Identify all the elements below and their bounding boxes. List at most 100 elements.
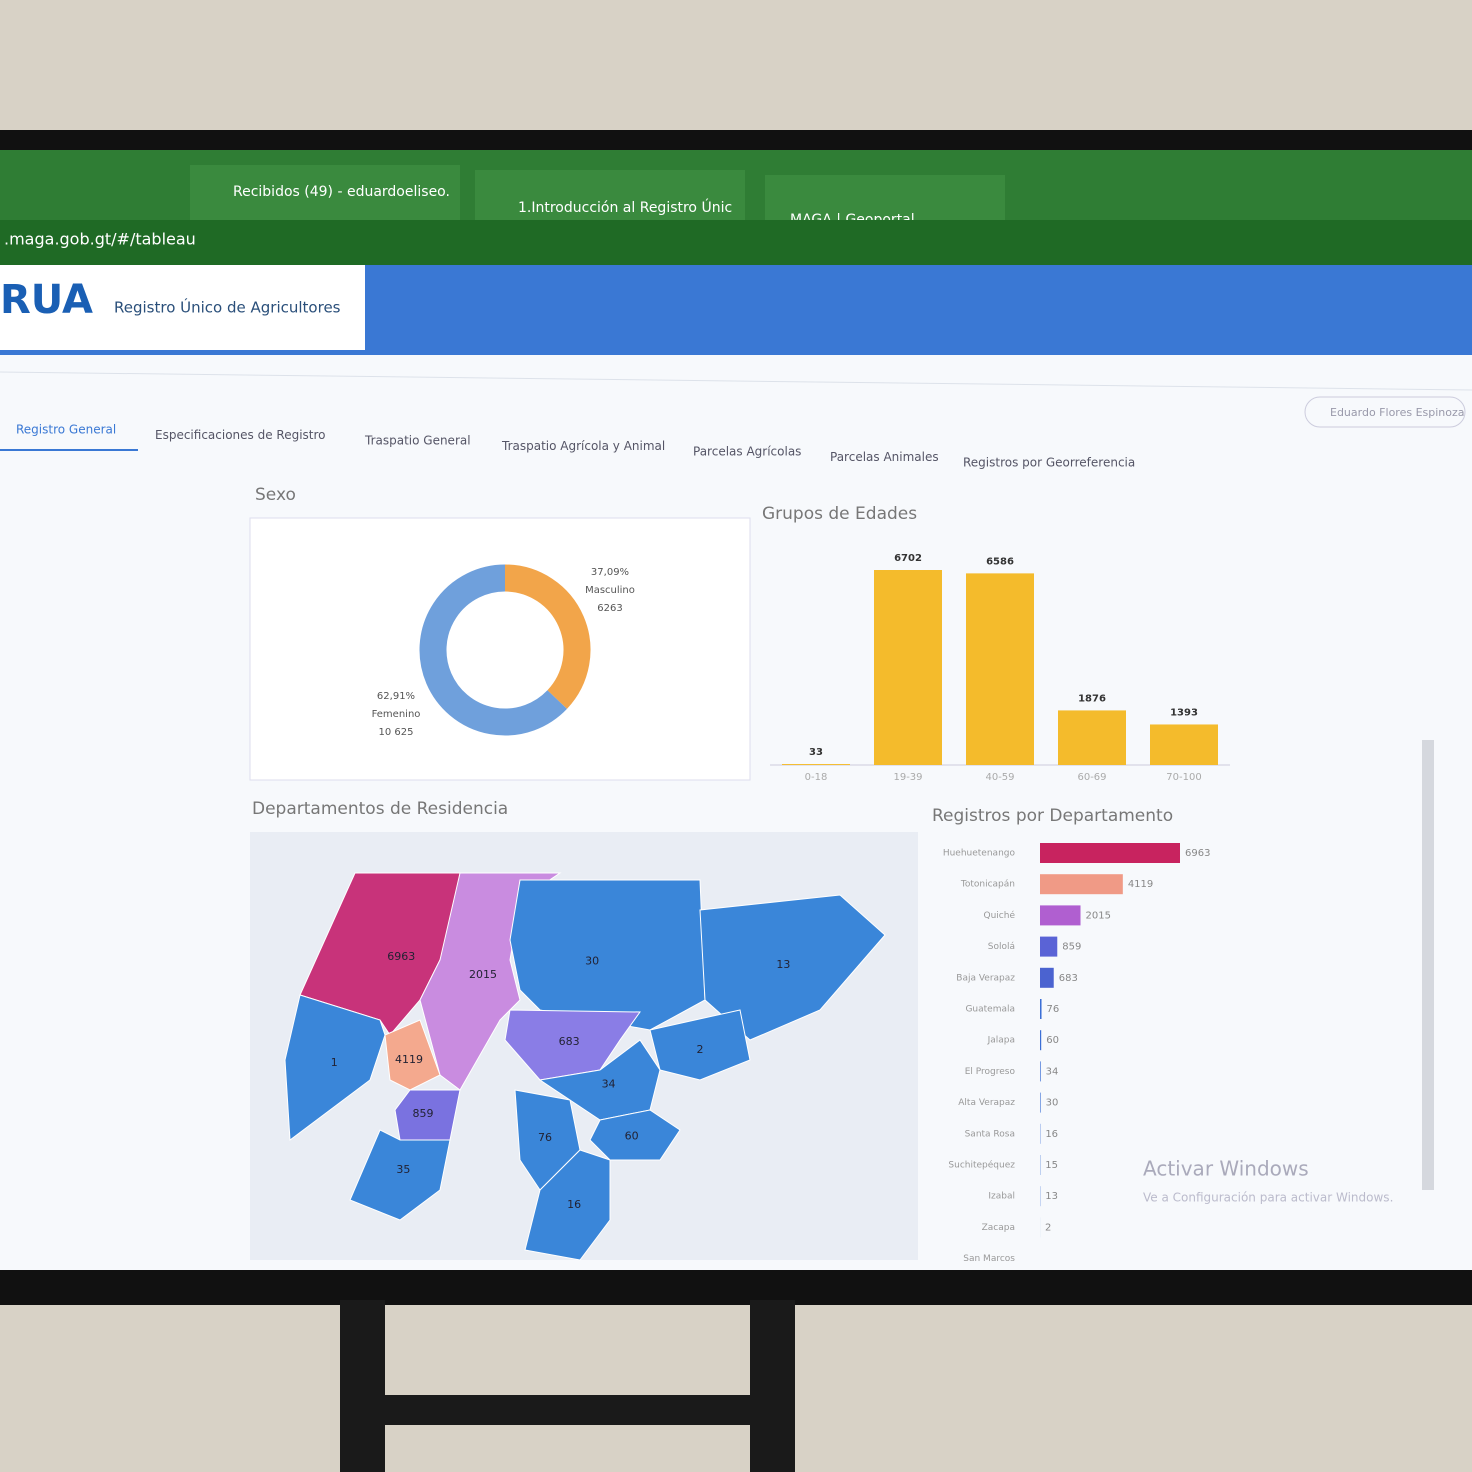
y-tick-label: Totonicapán	[960, 880, 1015, 890]
region-label: 30	[585, 954, 599, 967]
region-label: 2015	[469, 968, 497, 981]
bar	[1040, 967, 1054, 988]
slice-count: 10 625	[379, 727, 414, 738]
tab-title[interactable]: Recibidos (49) - eduardoeliseo.	[233, 184, 450, 200]
y-tick-label: Guatemala	[965, 1005, 1015, 1015]
bar-value: 16	[1045, 1129, 1058, 1140]
nav-tab[interactable]: Traspatio Agrícola y Animal	[501, 439, 665, 453]
region	[649, 1009, 751, 1081]
x-tick-label: 0-18	[805, 772, 828, 783]
bar	[1058, 710, 1126, 765]
nav: Registro General Especificaciones de Regi…	[16, 423, 1135, 470]
tab[interactable]	[475, 170, 745, 220]
slice-percent: 62,91%	[377, 691, 415, 702]
tv-stand	[750, 1300, 795, 1472]
region-label: 76	[538, 1131, 552, 1144]
pie-panel	[249, 517, 751, 781]
bar	[874, 570, 942, 765]
bar	[1150, 724, 1218, 765]
slice-percent: 37,09%	[591, 567, 629, 578]
region	[589, 1109, 681, 1161]
bar	[966, 573, 1034, 765]
donut-slice	[419, 564, 567, 736]
site-title: Registro Único de Agricultores	[114, 298, 341, 317]
region-label: 2	[697, 1043, 704, 1056]
tab[interactable]	[190, 165, 460, 220]
chart-title: Sexo	[255, 485, 296, 505]
slice-name: Femenino	[372, 709, 421, 720]
bar	[1040, 999, 1042, 1019]
slice-name: Masculino	[585, 585, 635, 596]
bar-value: 6586	[986, 556, 1014, 567]
nav-tab[interactable]: Parcelas Agrícolas	[693, 445, 801, 459]
watermark-title: Activar Windows	[1143, 1157, 1309, 1181]
x-tick-label: 19-39	[893, 772, 922, 783]
chart-title: Departamentos de Residencia	[252, 799, 508, 819]
tv-stand	[340, 1300, 385, 1472]
bar-value: 30	[1046, 1098, 1059, 1109]
bar-value: 60	[1046, 1035, 1059, 1046]
user-chip[interactable]	[1304, 396, 1466, 428]
y-tick-label: Quiché	[984, 910, 1016, 921]
y-tick-label: Huehuetenango	[943, 849, 1016, 859]
y-tick-label: Izabal	[988, 1192, 1015, 1202]
divider	[0, 371, 1472, 391]
x-tick-label: 70-100	[1166, 772, 1201, 783]
bar-value: 683	[1059, 973, 1078, 984]
y-tick-label: Baja Verapaz	[956, 973, 1015, 983]
chart-title: Registros por Departamento	[932, 806, 1173, 826]
y-tick-label: Santa Rosa	[965, 1129, 1015, 1139]
y-tick-label: Alta Verapaz	[958, 1098, 1015, 1108]
url[interactable]: .maga.gob.gt/#/tableau	[4, 230, 196, 249]
region-label: 34	[602, 1077, 616, 1090]
nav-tab[interactable]: Registros por Georreferencia	[963, 456, 1135, 470]
region-label: 683	[559, 1035, 580, 1048]
bar-value: 76	[1047, 1004, 1060, 1015]
bar-value: 1876	[1078, 693, 1106, 704]
scrollbar	[1422, 740, 1434, 1190]
bar	[1040, 843, 1180, 863]
y-tick-label: Zacapa	[982, 1223, 1015, 1233]
region-label: 6963	[387, 950, 415, 963]
bar	[1040, 905, 1081, 926]
region-label: 1	[331, 1056, 338, 1069]
nav-tab[interactable]: Registro General	[16, 423, 116, 437]
bar-value: 6702	[894, 553, 922, 564]
bar-value: 34	[1046, 1066, 1059, 1077]
logo: RUA	[0, 277, 93, 323]
nav-tab[interactable]: Especificaciones de Registro	[155, 428, 326, 442]
bar	[1040, 936, 1058, 957]
bar-value: 13	[1045, 1191, 1058, 1202]
chart-title: Grupos de Edades	[762, 504, 917, 524]
nav-tab[interactable]: Parcelas Animales	[830, 450, 939, 464]
region-label: 60	[625, 1130, 639, 1143]
tab-title[interactable]: 1.Introducción al Registro Únic	[518, 198, 732, 216]
bar-value: 859	[1062, 942, 1081, 953]
y-tick-label: Suchitepéquez	[948, 1160, 1015, 1171]
bar	[1040, 1092, 1041, 1113]
address-bar	[0, 220, 1472, 265]
bar-value: 2	[1045, 1222, 1051, 1233]
donut-slice	[504, 564, 591, 709]
user-name[interactable]: Eduardo Flores Espinoza	[1330, 406, 1465, 419]
charts: Sexo 37,09% Masculino 6263 62,91% Femenino 10 …	[252, 485, 1230, 1264]
bar-value: 15	[1045, 1160, 1058, 1171]
region-label: 16	[567, 1198, 581, 1211]
bar-value: 4119	[1128, 879, 1153, 890]
y-tick-label: El Progreso	[965, 1067, 1016, 1077]
region-label: 4119	[395, 1053, 423, 1066]
slice-count: 6263	[597, 603, 622, 614]
region-label: 35	[396, 1163, 410, 1176]
bar-value: 1393	[1170, 707, 1198, 718]
bar	[782, 764, 850, 765]
region	[349, 1129, 451, 1221]
y-tick-label: San Marcos	[963, 1254, 1015, 1264]
region	[284, 994, 386, 1141]
tab[interactable]	[765, 175, 1005, 220]
nav-tab[interactable]: Traspatio General	[364, 434, 471, 448]
bar	[1040, 1061, 1041, 1082]
bar	[1040, 1030, 1042, 1051]
region	[524, 1149, 611, 1261]
region	[509, 879, 706, 1031]
